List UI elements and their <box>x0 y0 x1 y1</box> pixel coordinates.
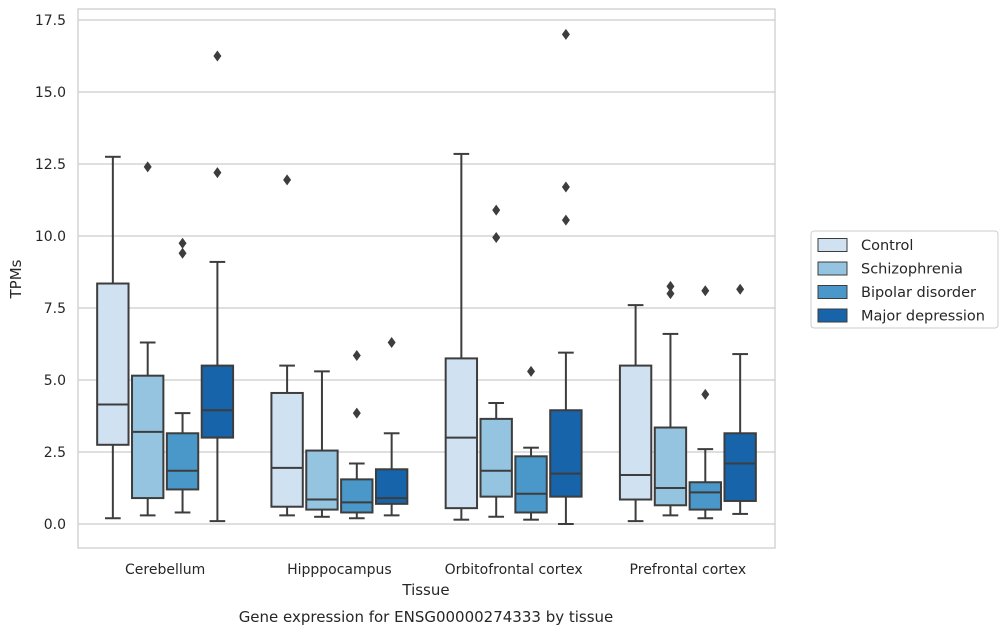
box <box>305 370 339 518</box>
box-series <box>96 28 757 525</box>
box-iqr <box>688 481 722 511</box>
outlier-point <box>387 337 396 349</box>
box <box>479 204 513 518</box>
outlier-point <box>701 388 710 400</box>
y-tick-label: 0.0 <box>44 517 66 533</box>
box <box>131 161 165 517</box>
y-tick-label: 2.5 <box>44 445 66 461</box>
y-axis-ticks: 0.0 2.5 5.0 7.5 10.0 12.5 15.0 17.5 <box>35 13 66 533</box>
outlier-point <box>178 247 187 259</box>
box-iqr <box>270 391 304 508</box>
y-axis-label: TPMs <box>7 259 25 299</box>
outlier-point <box>178 237 187 249</box>
x-tick-label: Orbitofrontal cortex <box>445 562 583 578</box>
legend-label: Control <box>861 238 913 254</box>
box-iqr <box>200 364 235 439</box>
box <box>444 152 479 521</box>
box <box>200 50 235 523</box>
plot-frame <box>77 8 776 549</box>
outlier-point <box>561 214 570 226</box>
box <box>514 365 548 521</box>
box <box>549 28 583 525</box>
box-iqr <box>618 364 653 501</box>
box-iqr <box>479 417 513 498</box>
box <box>688 285 722 520</box>
chart-title: Gene expression for ENSG00000274333 by t… <box>239 608 614 626</box>
y-tick-label: 5.0 <box>44 373 66 389</box>
box <box>723 283 757 515</box>
outlier-point <box>492 204 501 216</box>
series-major-depression <box>200 28 757 525</box>
legend-swatch <box>817 308 848 323</box>
outlier-point <box>736 283 745 295</box>
outlier-point <box>527 365 536 377</box>
box-iqr <box>131 374 165 500</box>
outlier-point <box>213 50 222 62</box>
x-tick-label: Prefrontal cortex <box>630 562 747 578</box>
box <box>618 304 653 523</box>
box-iqr <box>340 478 374 514</box>
box <box>165 237 200 514</box>
series-schizophrenia <box>131 161 688 518</box>
outlier-point <box>213 167 222 179</box>
box-iqr <box>653 426 688 507</box>
outlier-point <box>701 285 710 297</box>
box-iqr <box>549 409 583 498</box>
x-tick-label: Cerebellum <box>125 562 205 578</box>
outlier-point <box>283 174 292 186</box>
box <box>340 350 374 520</box>
box-iqr <box>305 449 339 511</box>
legend: Control Schizophrenia Bipolar disorder Majo… <box>810 230 999 329</box>
box-iqr <box>165 432 200 491</box>
outlier-point <box>143 161 152 173</box>
outlier-point <box>561 181 570 193</box>
legend-label: Major depression <box>861 309 985 325</box>
y-tick-label: 7.5 <box>44 301 66 317</box>
legend-swatch <box>817 261 848 276</box>
legend-swatch <box>817 285 848 299</box>
box <box>96 155 130 520</box>
y-tick-label: 15.0 <box>35 85 66 101</box>
box <box>653 280 688 517</box>
legend-label: Schizophrenia <box>861 262 963 278</box>
legend-label: Bipolar disorder <box>861 285 976 301</box>
series-bipolar-disorder <box>165 237 722 521</box>
box-iqr <box>514 455 548 514</box>
box-iqr <box>723 432 757 502</box>
x-axis-ticks: Cerebellum Hipppocampus Orbitofrontal cort… <box>125 562 746 578</box>
box-iqr <box>444 357 479 510</box>
box <box>374 337 409 517</box>
box-iqr <box>96 282 130 446</box>
box <box>270 174 304 517</box>
y-tick-label: 12.5 <box>35 157 66 173</box>
outlier-point <box>666 280 675 292</box>
series-control <box>96 152 653 523</box>
outlier-point <box>492 231 501 243</box>
legend-frame <box>810 230 999 329</box>
outlier-point <box>666 288 675 300</box>
y-tick-label: 17.5 <box>35 13 66 29</box>
x-tick-label: Hipppocampus <box>287 562 392 578</box>
x-axis-label: Tissue <box>401 581 449 599</box>
outlier-point <box>561 28 570 40</box>
outlier-point <box>352 407 361 419</box>
y-tick-label: 10.0 <box>35 229 66 245</box>
legend-swatch <box>817 238 848 252</box>
outlier-point <box>352 350 361 362</box>
